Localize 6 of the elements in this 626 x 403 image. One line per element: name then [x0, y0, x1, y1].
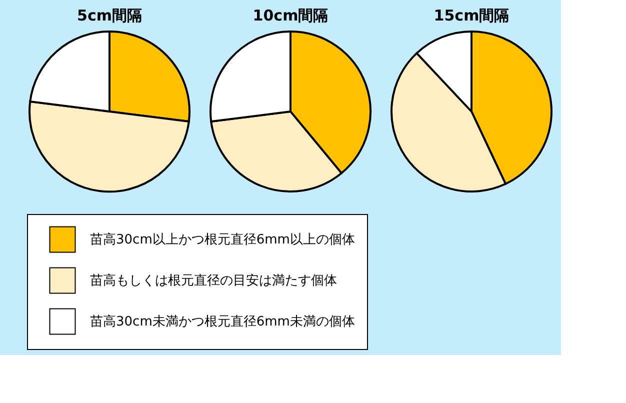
chart-title: 5cm間隔: [77, 6, 142, 24]
legend-label: 苗高もしくは根元直径の目安は満たす個体: [90, 272, 337, 288]
chart-title: 10cm間隔: [252, 6, 328, 24]
legend-label: 苗高30cm未満かつ根元直径6mm未満の個体: [90, 314, 355, 330]
legend-label: 苗高30cm以上かつ根元直径6mm以上の個体: [90, 232, 355, 248]
chart-title: 15cm間隔: [434, 6, 510, 24]
